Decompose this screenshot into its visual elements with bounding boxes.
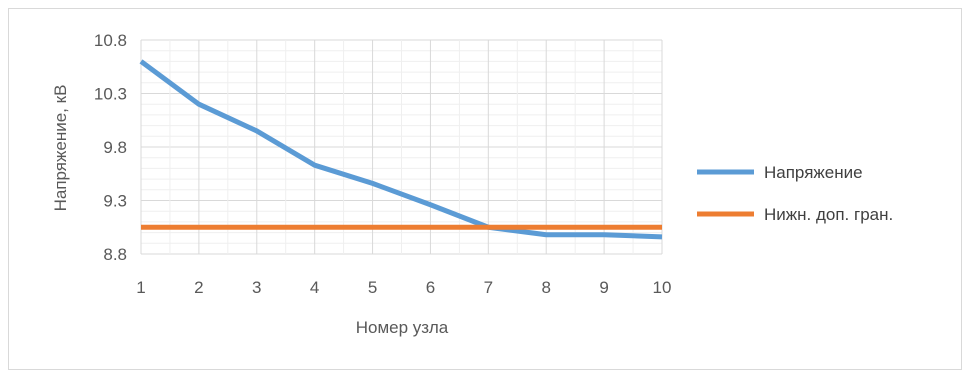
- y-axis-ticks: 8.8 9.3 9.8 10.3 10.8: [94, 31, 127, 264]
- x-axis-title: Номер узла: [356, 318, 449, 337]
- x-tick-label: 2: [194, 278, 203, 297]
- y-tick-label: 10.8: [94, 31, 127, 50]
- x-tick-label: 4: [310, 278, 319, 297]
- x-tick-label: 7: [484, 278, 493, 297]
- x-tick-label: 5: [368, 278, 377, 297]
- legend: Напряжение Нижн. доп. гран.: [697, 163, 893, 224]
- series-lines: [139, 59, 663, 240]
- y-tick-label: 9.3: [103, 192, 127, 211]
- x-tick-label: 1: [136, 278, 145, 297]
- legend-label-lower-limit: Нижн. доп. гран.: [764, 205, 893, 224]
- x-tick-label: 6: [426, 278, 435, 297]
- x-axis-ticks: 1 2 3 4 5 6 7 8 9 10: [136, 278, 671, 297]
- x-tick-label: 9: [599, 278, 608, 297]
- y-axis-title: Напряжение, кВ: [51, 85, 70, 212]
- gridlines: [140, 39, 663, 255]
- y-tick-label: 9.8: [103, 138, 127, 157]
- x-tick-label: 10: [653, 278, 672, 297]
- legend-label-voltage: Напряжение: [764, 163, 863, 182]
- y-tick-label: 8.8: [103, 245, 127, 264]
- x-tick-label: 8: [541, 278, 550, 297]
- series-line-voltage: [139, 59, 663, 240]
- y-tick-label: 10.3: [94, 85, 127, 104]
- x-tick-label: 3: [252, 278, 261, 297]
- chart-area: [8, 8, 962, 370]
